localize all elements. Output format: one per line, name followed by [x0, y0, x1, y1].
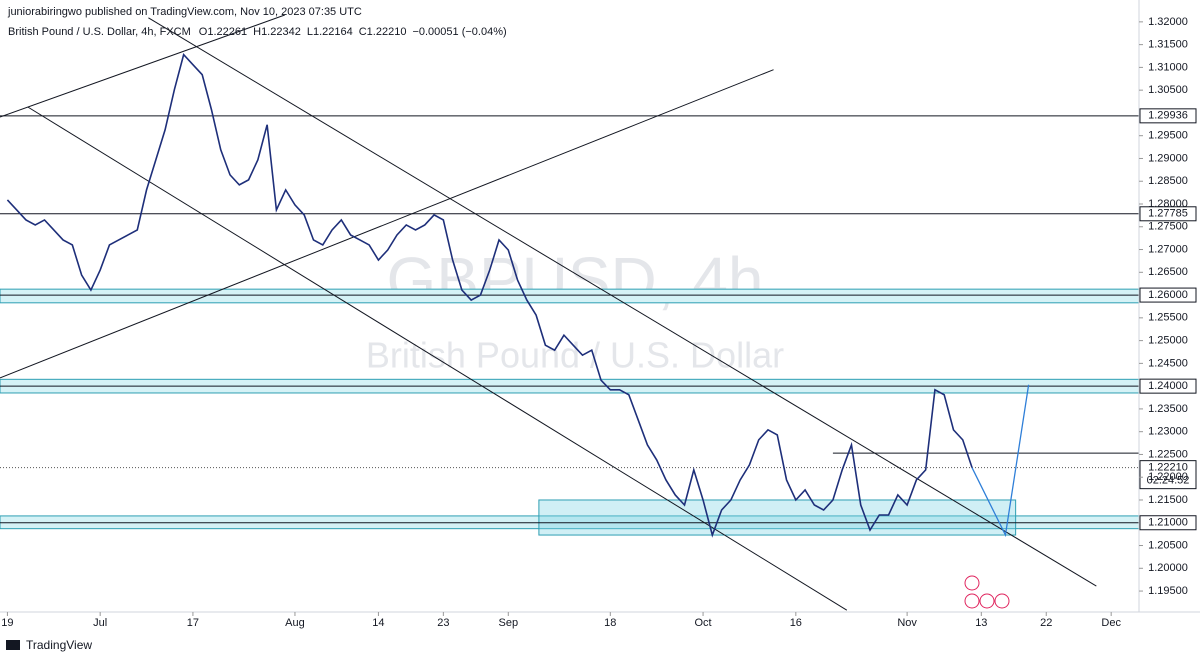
- plot-area: [0, 14, 1139, 611]
- legend-title: British Pound / U.S. Dollar, 4h, FXCM: [8, 26, 191, 38]
- y-tick-label: 1.27000: [1148, 243, 1188, 255]
- footer-brand: TradingView: [26, 638, 92, 652]
- level-label-box: [1139, 287, 1197, 303]
- level-label-box: [1139, 108, 1197, 124]
- y-tick-label: 1.20500: [1148, 539, 1188, 551]
- price-line: [6, 53, 973, 538]
- y-tick-label: 1.23500: [1148, 403, 1188, 415]
- x-tick-label: Sep: [498, 617, 518, 629]
- y-tick-label: 1.31000: [1148, 61, 1188, 73]
- legend-ohlc: H1.22342: [253, 26, 301, 38]
- x-tick-label: 23: [437, 617, 449, 629]
- legend-ohlc: O1.22261: [199, 26, 247, 38]
- x-tick-label: 14: [372, 617, 384, 629]
- x-tick-label: 13: [975, 617, 987, 629]
- y-tick-label: 1.19500: [1148, 585, 1188, 597]
- legend: British Pound / U.S. Dollar, 4h, FXCM O1.…: [8, 26, 507, 38]
- y-tick-label: 1.25500: [1148, 312, 1188, 324]
- footer-logo: TradingView: [6, 638, 92, 652]
- icons: [964, 575, 1010, 609]
- y-tick-label: 1.29000: [1148, 152, 1188, 164]
- last-price-label: 1.22210: [1148, 462, 1188, 474]
- y-tick-label: 1.30500: [1148, 84, 1188, 96]
- x-tick-label: Dec: [1101, 617, 1121, 629]
- legend-ohlc: C1.22210: [359, 26, 407, 38]
- y-tick-label: 1.26500: [1148, 266, 1188, 278]
- y-tick-label: 1.27500: [1148, 221, 1188, 233]
- y-tick-label: 1.23000: [1148, 426, 1188, 438]
- watermark-name: British Pound / U.S. Dollar: [366, 335, 784, 376]
- last-price-box: [1139, 460, 1197, 490]
- trendline: [0, 69, 774, 379]
- x-tick-label: 18: [604, 617, 616, 629]
- x-tick-label: 17: [187, 617, 199, 629]
- watermark-symbol: GBPUSD, 4h: [386, 244, 763, 316]
- x-tick-label: 19: [1, 617, 13, 629]
- trendline: [0, 14, 285, 118]
- level-label: 1.27785: [1148, 208, 1188, 220]
- y-tick-label: 1.22000: [1148, 471, 1188, 483]
- level-label: 1.21000: [1148, 517, 1188, 529]
- zone: [0, 288, 1139, 304]
- x-tick-label: Jul: [93, 617, 107, 629]
- x-tick-label: Nov: [897, 617, 917, 629]
- level-label-box: [1139, 378, 1197, 394]
- published-note: juniorabiringwo published on TradingView…: [7, 6, 362, 18]
- x-tick-label: 22: [1040, 617, 1052, 629]
- projection-path: [971, 384, 1030, 538]
- y-tick-label: 1.29500: [1148, 130, 1188, 142]
- legend-ohlc: −0.00051 (−0.04%): [412, 26, 506, 38]
- y-tick-label: 1.32000: [1148, 16, 1188, 28]
- y-tick-label: 1.21500: [1148, 494, 1188, 506]
- y-tick-label: 1.20000: [1148, 562, 1188, 574]
- y-tick-label: 1.22500: [1148, 448, 1188, 460]
- x-tick-label: Oct: [695, 617, 712, 629]
- trendline: [148, 17, 1097, 587]
- y-tick-label: 1.28500: [1148, 175, 1188, 187]
- x-tick-label: Aug: [285, 617, 305, 629]
- level-label: 1.26000: [1148, 289, 1188, 301]
- level-label-box: [1139, 206, 1197, 222]
- y-tick-label: 1.24500: [1148, 357, 1188, 369]
- y-tick-label: 1.31500: [1148, 39, 1188, 51]
- countdown: 02:24:52: [1147, 475, 1190, 487]
- y-tick-label: 1.25000: [1148, 335, 1188, 347]
- level-label: 1.29936: [1148, 110, 1188, 122]
- legend-ohlc: L1.22164: [307, 26, 353, 38]
- level-label: 1.24000: [1148, 380, 1188, 392]
- y-tick-label: 1.28000: [1148, 198, 1188, 210]
- x-tick-label: 16: [790, 617, 802, 629]
- demand-box: [538, 499, 1017, 536]
- level-label-box: [1139, 515, 1197, 531]
